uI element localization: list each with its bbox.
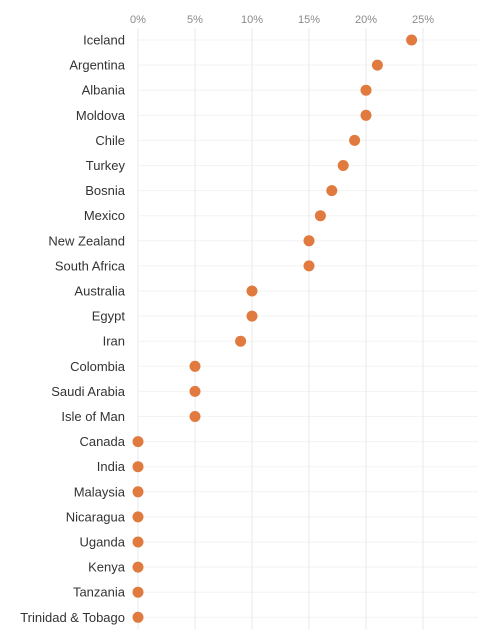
category-label-iran: Iran: [103, 334, 125, 349]
x-tick-label: 5%: [187, 14, 203, 26]
data-point-egypt: [246, 310, 258, 322]
y-axis-category-labels: Iceland Argentina Albania Moldova Chile Turke…: [20, 33, 126, 625]
data-point-australia: [246, 285, 258, 297]
category-label-south-africa: South Africa: [55, 258, 126, 273]
x-tick-label: 10%: [241, 14, 263, 26]
data-point-iran: [235, 335, 247, 347]
x-tick-label: 20%: [355, 14, 377, 26]
data-point-malaysia: [132, 486, 144, 498]
category-label-canada: Canada: [79, 434, 125, 449]
data-points: [132, 34, 418, 623]
category-label-saudi-arabia: Saudi Arabia: [51, 384, 125, 399]
category-label-nicaragua: Nicaragua: [66, 509, 126, 524]
category-label-india: India: [97, 459, 126, 474]
category-label-argentina: Argentina: [69, 58, 125, 73]
data-point-isle-of-man: [189, 411, 201, 422]
category-label-colombia: Colombia: [70, 359, 126, 374]
category-label-kenya: Kenya: [88, 560, 126, 575]
category-label-egypt: Egypt: [92, 309, 126, 324]
category-label-isle-of-man: Isle of Man: [61, 409, 125, 424]
category-label-uganda: Uganda: [79, 535, 125, 550]
data-point-nicaragua: [132, 511, 144, 523]
category-label-australia: Australia: [74, 284, 125, 299]
category-label-tanzania: Tanzania: [73, 585, 126, 600]
category-label-iceland: Iceland: [83, 33, 125, 48]
category-label-albania: Albania: [82, 83, 126, 98]
data-point-chile: [349, 134, 361, 146]
data-point-trinidad-and-tobago: [132, 611, 144, 623]
category-label-trinidad-and-tobago: Trinidad & Tobago: [20, 610, 125, 625]
x-tick-label: 25%: [412, 14, 434, 26]
data-point-moldova: [360, 109, 372, 121]
data-point-argentina: [371, 59, 383, 71]
x-axis-ticks: 0% 5% 10% 15% 20% 25%: [130, 14, 434, 26]
data-point-india: [132, 461, 144, 473]
data-point-canada: [132, 436, 144, 448]
data-point-south-africa: [303, 260, 315, 272]
data-point-bosnia: [326, 185, 338, 197]
category-label-mexico: Mexico: [84, 208, 125, 223]
category-label-malaysia: Malaysia: [74, 484, 126, 499]
x-tick-label: 15%: [298, 14, 320, 26]
data-point-turkey: [337, 160, 349, 171]
category-label-chile: Chile: [95, 133, 125, 148]
data-point-saudi-arabia: [189, 385, 201, 397]
data-point-uganda: [132, 536, 144, 548]
category-label-moldova: Moldova: [76, 108, 126, 123]
category-label-turkey: Turkey: [86, 158, 126, 173]
category-label-new-zealand: New Zealand: [48, 233, 125, 248]
data-point-iceland: [406, 34, 418, 46]
data-point-mexico: [314, 210, 326, 222]
x-tick-label: 0%: [130, 14, 146, 26]
data-point-new-zealand: [303, 235, 315, 247]
category-label-bosnia: Bosnia: [85, 183, 126, 198]
grid-layer: [137, 28, 478, 630]
data-point-colombia: [189, 360, 201, 372]
data-point-kenya: [132, 561, 144, 573]
data-point-albania: [360, 84, 372, 96]
data-point-tanzania: [132, 586, 144, 598]
